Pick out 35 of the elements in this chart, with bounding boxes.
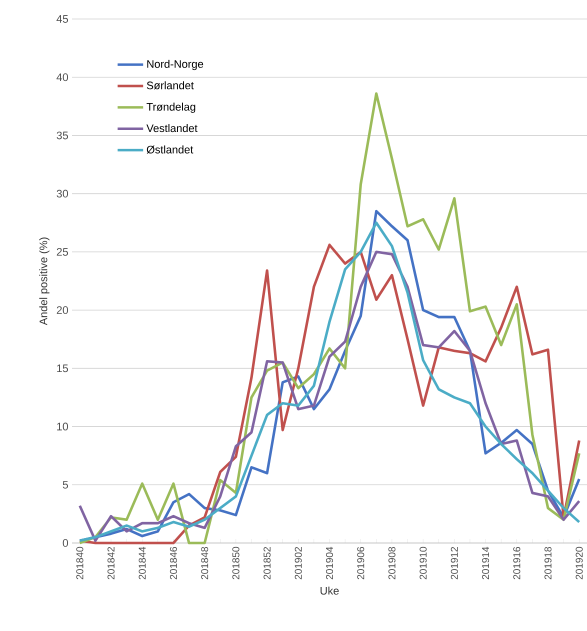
y-tick-label: 0 bbox=[62, 539, 68, 547]
y-axis-title: Andel positive (%) bbox=[39, 238, 50, 326]
x-tick-label: 201850 bbox=[232, 546, 240, 580]
legend-label: Sørlandet bbox=[146, 81, 194, 90]
y-tick-label: 40 bbox=[56, 73, 68, 82]
y-tick-label: 20 bbox=[56, 306, 68, 314]
x-tick-label: 201842 bbox=[107, 547, 115, 580]
legend-label: Nord-Norge bbox=[147, 60, 204, 70]
y-tick-label: 10 bbox=[57, 422, 68, 430]
x-tick-label: 201846 bbox=[170, 546, 177, 580]
x-tick-label: 201908 bbox=[388, 546, 396, 580]
legend-label: Trøndelag bbox=[146, 102, 196, 113]
x-tick-label: 201904 bbox=[326, 546, 334, 580]
y-tick-label: 45 bbox=[56, 15, 68, 23]
x-tick-label: 201840 bbox=[76, 546, 84, 580]
x-tick-label: 201902 bbox=[294, 547, 302, 580]
y-tick-label: 5 bbox=[62, 480, 68, 489]
x-tick-label: 201910 bbox=[420, 546, 427, 580]
legend-label: Østlandet bbox=[146, 145, 194, 154]
x-tick-label: 201844 bbox=[138, 546, 146, 580]
x-tick-label: 201914 bbox=[482, 546, 490, 580]
y-tick-label: 15 bbox=[57, 364, 68, 372]
x-tick-label: 201912 bbox=[450, 547, 458, 580]
x-tick-label: 201920 bbox=[576, 546, 583, 580]
x-tick-label: 201906 bbox=[357, 546, 364, 580]
legend-label: Vestlandet bbox=[146, 124, 198, 132]
x-tick-label: 201916 bbox=[513, 546, 520, 580]
x-tick-label: 201918 bbox=[544, 546, 552, 580]
x-tick-label: 201852 bbox=[264, 547, 271, 580]
line-series bbox=[78, 92, 580, 544]
x-axis-title: Uke bbox=[320, 586, 339, 595]
y-tick-label: 30 bbox=[56, 190, 68, 198]
x-tick-label: 201848 bbox=[201, 546, 208, 580]
y-tick-label: 35 bbox=[56, 132, 68, 140]
y-tick-label: 25 bbox=[56, 248, 68, 256]
